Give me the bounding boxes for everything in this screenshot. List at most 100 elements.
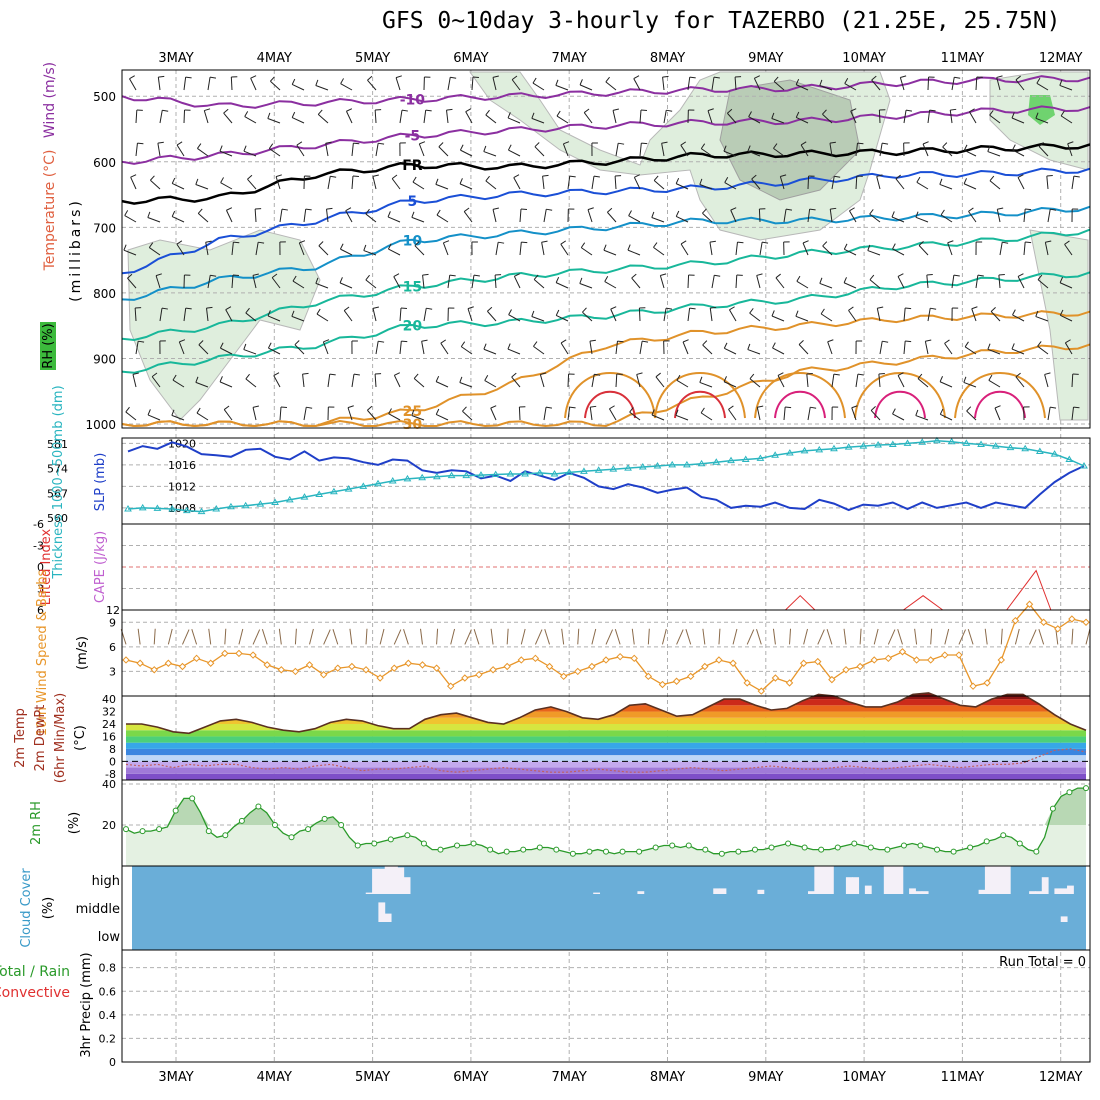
wind-barb-shaft [197,213,209,223]
wind-barb-flag [785,406,792,409]
wind-barb-shaft [951,275,955,289]
wind-barb [178,339,186,355]
thickness-marker [182,506,191,514]
wind-barb [989,110,1001,124]
wind-barb-flag [709,240,716,243]
wind-barb-shaft [871,79,881,91]
wind-barb-flag [627,244,631,251]
wind-barb-flag [372,174,379,177]
rh-marker [536,844,543,851]
wind-barb-flag [729,306,735,311]
cloud-cell-high [593,892,601,894]
wind-barb-shaft [918,245,929,256]
wind-barb-shaft [317,114,329,124]
wind-barb [707,108,714,124]
wind-barb-shaft [988,379,1001,388]
wind-barb-flag [819,277,823,284]
wind-barb-flag [680,141,687,146]
wind-barb [1035,112,1049,124]
wind-barb-shaft [795,315,809,322]
wind-barb-flag [609,405,615,410]
wind-barb [807,406,817,421]
wind-barb-shaft [485,180,497,190]
wind-barb [659,273,667,289]
wind-barb [423,307,433,322]
wind-barb-shaft [1011,117,1025,124]
wind-barb [789,628,792,645]
wind-barb [438,142,449,157]
rh-marker [321,815,328,822]
cloud-cell-high [378,868,386,894]
legend-convective: Convective [0,985,70,1001]
wind-barb-flag [795,310,799,317]
wind-barb-flag [977,274,984,277]
wind-barb-flag [610,306,617,310]
cloud-cell-high [826,866,834,894]
wind-barb-shaft [870,410,881,421]
x-tick-label-top: 12MAY [1039,51,1083,66]
cloud-cell-high [391,866,398,894]
wind-barb-flag [483,343,487,350]
wind-barb-flag [514,273,520,277]
wind-barb [796,275,809,289]
wind-barb-shaft [615,373,618,388]
wind-barb-flag [892,408,896,415]
wind-barb-shaft [269,148,281,157]
wind-barb [615,340,624,355]
wind-barb [604,276,617,289]
wind-barb-flag [394,372,400,376]
wind-barb-flag [521,241,528,244]
wind-barb-shaft [298,242,305,256]
wind-barb-flag [633,75,640,80]
wind-barb-shaft [172,183,185,190]
wind-barb [567,373,575,388]
wind-barb-shaft [130,176,137,190]
rh-marker [950,848,957,855]
wind-barb [560,339,569,355]
wind-barb-shaft [533,345,545,355]
wind-barb-shaft [315,282,329,289]
wind-barb [924,339,932,355]
wind-barb [267,342,281,355]
thickness-marker [418,473,427,481]
wind-speed-marker [630,654,638,663]
wind-barb [903,307,912,322]
wind-barb [951,307,959,322]
wind-speed-marker [263,661,271,669]
wind-barb-flag [710,306,717,309]
wind-barb [224,628,227,645]
wind-barb-shaft [279,209,283,223]
wind-barb-flag [1036,77,1041,84]
wind-barb-flag [223,405,230,410]
wind-barb [326,207,333,223]
wind-barb-flag [326,207,333,210]
wind-barb-shaft [1036,82,1049,91]
wind-barb [747,343,761,355]
wind-barb [1046,175,1053,190]
thickness-marker [124,504,132,512]
thickness-marker [521,470,529,477]
wind-barb [267,310,281,322]
wind-barb [662,75,669,91]
rh-marker [1033,848,1040,855]
wind-barb-flag [822,109,827,115]
wind-barb [507,144,521,157]
wind-barb-flag [247,174,253,180]
thickness-marker [580,467,588,474]
wind-barb-flag [1015,75,1021,81]
wind-barb [197,208,209,223]
x-tick-label-bottom: 6MAY [453,1070,488,1085]
wind-barb-flag [365,208,370,215]
wind-barb-flag [857,373,864,376]
wind-barb [773,143,785,157]
wind-barb-shaft [219,381,233,388]
wind-barb-shaft [291,117,305,124]
wind-barb [676,629,684,645]
wind-barb [844,78,857,91]
wind-barb-shaft [567,373,570,388]
wind-barb [372,306,379,322]
wind-barb-flag [827,339,834,343]
thickness-marker [1035,447,1044,454]
cloud-cell-high [1054,888,1062,894]
wind-speed-marker [729,659,737,667]
